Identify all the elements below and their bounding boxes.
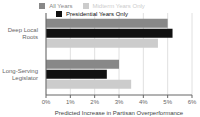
svg-text:5%: 5% bbox=[163, 99, 172, 105]
svg-text:Predicted Increase in Partisan: Predicted Increase in Partisan Overperfo… bbox=[55, 110, 184, 116]
svg-text:2%: 2% bbox=[90, 99, 99, 105]
svg-text:6%: 6% bbox=[188, 99, 192, 105]
svg-text:3%: 3% bbox=[115, 99, 124, 105]
svg-text:1%: 1% bbox=[66, 99, 75, 105]
svg-text:4%: 4% bbox=[139, 99, 148, 105]
svg-text:Deep LocalRoots: Deep LocalRoots bbox=[8, 27, 38, 40]
html-text:Midterm Years Only: Midterm Years Only bbox=[92, 3, 145, 9]
html-text:All Years: All Years bbox=[49, 3, 73, 9]
svg-text:Long-ServingLegislator: Long-ServingLegislator bbox=[8, 68, 38, 81]
svg-text:0%: 0% bbox=[42, 99, 51, 105]
html-text:Presidential Years Only: Presidential Years Only bbox=[66, 11, 128, 17]
